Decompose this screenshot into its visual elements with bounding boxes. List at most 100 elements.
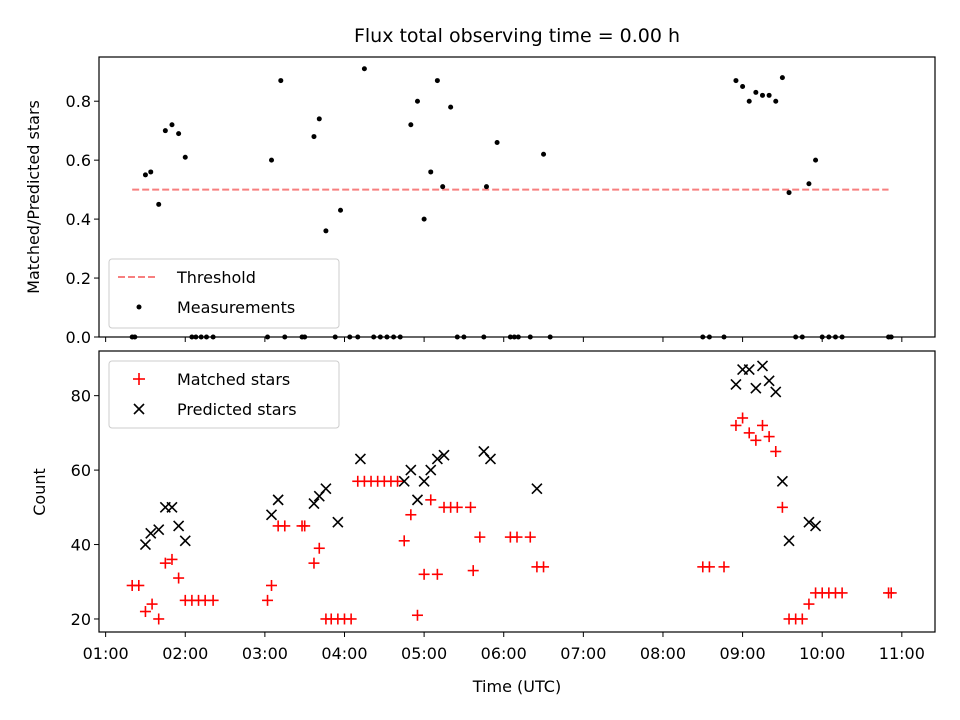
matched-star-point bbox=[796, 613, 808, 625]
matched-star-point bbox=[730, 419, 742, 431]
xtick-label: 09:00 bbox=[720, 644, 766, 663]
top-panel: 0.00.20.40.60.8 Matched/Predicted stars … bbox=[24, 56, 936, 347]
xtick-label: 07:00 bbox=[560, 644, 606, 663]
matched-star-point bbox=[398, 535, 410, 547]
matched-star-point bbox=[756, 419, 768, 431]
measurement-point bbox=[316, 116, 322, 122]
matched-star-point bbox=[313, 542, 325, 554]
matched-legend-swatch bbox=[133, 373, 145, 385]
predicted-star-point bbox=[166, 501, 178, 513]
matched-legend-label: Matched stars bbox=[177, 370, 290, 389]
matched-star-point bbox=[166, 553, 178, 565]
matched-star-point bbox=[262, 594, 274, 606]
measurement-point bbox=[766, 92, 772, 98]
measurement-point bbox=[269, 157, 275, 163]
matched-star-point bbox=[153, 613, 165, 625]
predicted-legend-label: Predicted stars bbox=[177, 400, 297, 419]
predicted-star-point bbox=[139, 538, 152, 551]
threshold-legend-label: Threshold bbox=[176, 268, 256, 287]
predicted-star-point bbox=[418, 475, 430, 487]
bottom-ytick-label: 60 bbox=[71, 461, 91, 480]
measurement-point bbox=[806, 181, 812, 187]
x-axis-label: Time (UTC) bbox=[472, 677, 561, 696]
bottom-axes-frame bbox=[98, 350, 936, 633]
chart-title: Flux total observing time = 0.00 h bbox=[354, 25, 680, 47]
predicted-star-point bbox=[763, 375, 775, 387]
measurement-point bbox=[483, 184, 489, 190]
measurement-point bbox=[786, 190, 792, 196]
matched-star-point bbox=[392, 475, 404, 487]
matched-star-point bbox=[737, 412, 749, 424]
predicted-star-point bbox=[750, 382, 762, 394]
measurement-point bbox=[156, 201, 162, 207]
measurement-point bbox=[440, 184, 446, 190]
top-ytick-label: 0.6 bbox=[66, 151, 91, 170]
measurement-point bbox=[740, 83, 746, 89]
measurement-point bbox=[434, 78, 440, 84]
predicted-star-point bbox=[431, 453, 443, 465]
measurement-point bbox=[414, 98, 420, 104]
matched-star-point bbox=[770, 445, 782, 457]
xtick-label: 02:00 bbox=[162, 644, 208, 663]
measurement-point bbox=[541, 151, 547, 157]
matched-star-point bbox=[411, 609, 423, 621]
bottom-panel: 20 40 60 80 01:00 02:00 03:00 04:00 05:00 06:00 0… bbox=[30, 350, 936, 696]
top-ytick-label: 0.8 bbox=[66, 92, 91, 111]
predicted-star-point bbox=[756, 360, 769, 372]
predicted-star-point bbox=[272, 494, 284, 506]
matched-star-point bbox=[474, 531, 486, 543]
xtick-label: 01:00 bbox=[83, 644, 129, 663]
matched-star-point bbox=[467, 565, 479, 577]
matched-star-point bbox=[511, 531, 523, 543]
matched-star-point bbox=[405, 509, 417, 521]
matched-star-point bbox=[451, 501, 463, 513]
top-ytick-label: 0.4 bbox=[66, 210, 91, 229]
matched-star-point bbox=[418, 568, 430, 580]
xtick-label: 06:00 bbox=[481, 644, 527, 663]
measurement-point bbox=[779, 75, 785, 81]
matched-star-point bbox=[299, 520, 311, 532]
predicted-star-point bbox=[405, 464, 417, 476]
measurement-point bbox=[338, 207, 344, 213]
measurement-point bbox=[311, 134, 317, 140]
predicted-star-point bbox=[265, 509, 278, 521]
predicted-star-point bbox=[438, 449, 450, 461]
measurement-point bbox=[323, 228, 329, 234]
predicted-star-point bbox=[484, 453, 497, 465]
bottom-y-axis-label: Count bbox=[30, 468, 49, 516]
bottom-ytick-label: 80 bbox=[71, 387, 91, 406]
matched-star-point bbox=[159, 557, 171, 569]
measurement-point bbox=[408, 122, 414, 128]
predicted-legend-swatch bbox=[133, 403, 145, 415]
measurement-point bbox=[421, 216, 427, 222]
matched-star-point bbox=[425, 494, 437, 506]
predicted-star-point bbox=[776, 475, 788, 487]
bottom-legend-box bbox=[108, 360, 340, 429]
top-ytick-label: 0.0 bbox=[66, 328, 91, 347]
measurement-point bbox=[162, 128, 168, 134]
xtick-label: 08:00 bbox=[640, 644, 686, 663]
matched-star-point bbox=[803, 598, 815, 610]
top-legend-box bbox=[108, 258, 340, 329]
matched-star-point bbox=[750, 434, 762, 446]
matched-star-point bbox=[524, 531, 536, 543]
predicted-star-point bbox=[770, 386, 782, 398]
matched-star-point bbox=[133, 579, 145, 591]
top-legend: Threshold Measurements bbox=[108, 258, 340, 329]
matched-star-point bbox=[345, 613, 357, 625]
measurement-point bbox=[753, 89, 759, 95]
predicted-star-point bbox=[145, 527, 157, 539]
matched-star-point bbox=[279, 520, 291, 532]
top-ytick-label: 0.2 bbox=[66, 269, 91, 288]
matched-star-point bbox=[173, 572, 185, 584]
top-axes-frame bbox=[98, 56, 936, 338]
predicted-star-point bbox=[783, 535, 795, 547]
matched-star-point bbox=[538, 561, 550, 573]
predicted-star-point bbox=[425, 464, 437, 476]
measurement-point bbox=[182, 154, 188, 160]
predicted-star-point bbox=[153, 524, 165, 536]
xtick-label: 04:00 bbox=[321, 644, 367, 663]
top-y-axis-label: Matched/Predicted stars bbox=[24, 100, 43, 294]
measurement-point bbox=[361, 66, 367, 72]
